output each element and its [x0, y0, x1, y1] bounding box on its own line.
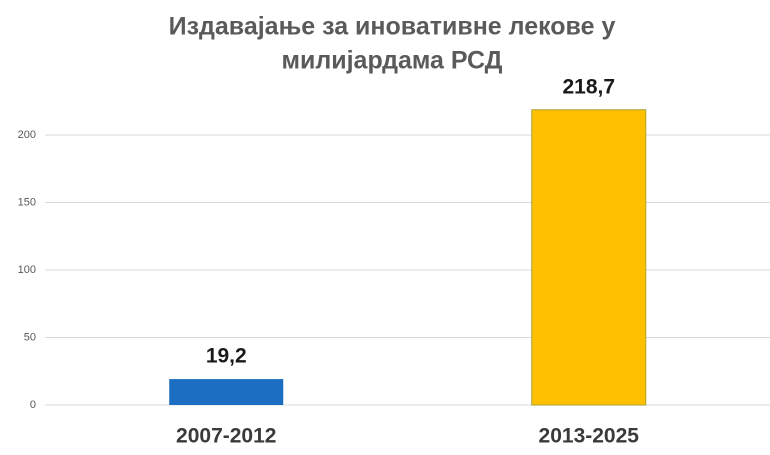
x-tick-label: 2013-2025 [539, 425, 640, 448]
value-label: 218,7 [562, 75, 615, 98]
bar [531, 109, 647, 406]
y-tick-label: 0 [30, 399, 36, 411]
chart-title: Издавајање за иновативне лекове у [169, 13, 616, 41]
y-tick-label: 150 [18, 196, 36, 208]
x-tick-label: 2007-2012 [176, 425, 276, 448]
value-label: 19,2 [206, 345, 247, 368]
y-tick-label: 100 [18, 264, 36, 276]
chart-title: милијардама РСД [282, 47, 503, 75]
y-tick-label: 200 [18, 129, 36, 141]
bar [169, 379, 284, 405]
y-tick-label: 50 [24, 331, 36, 343]
